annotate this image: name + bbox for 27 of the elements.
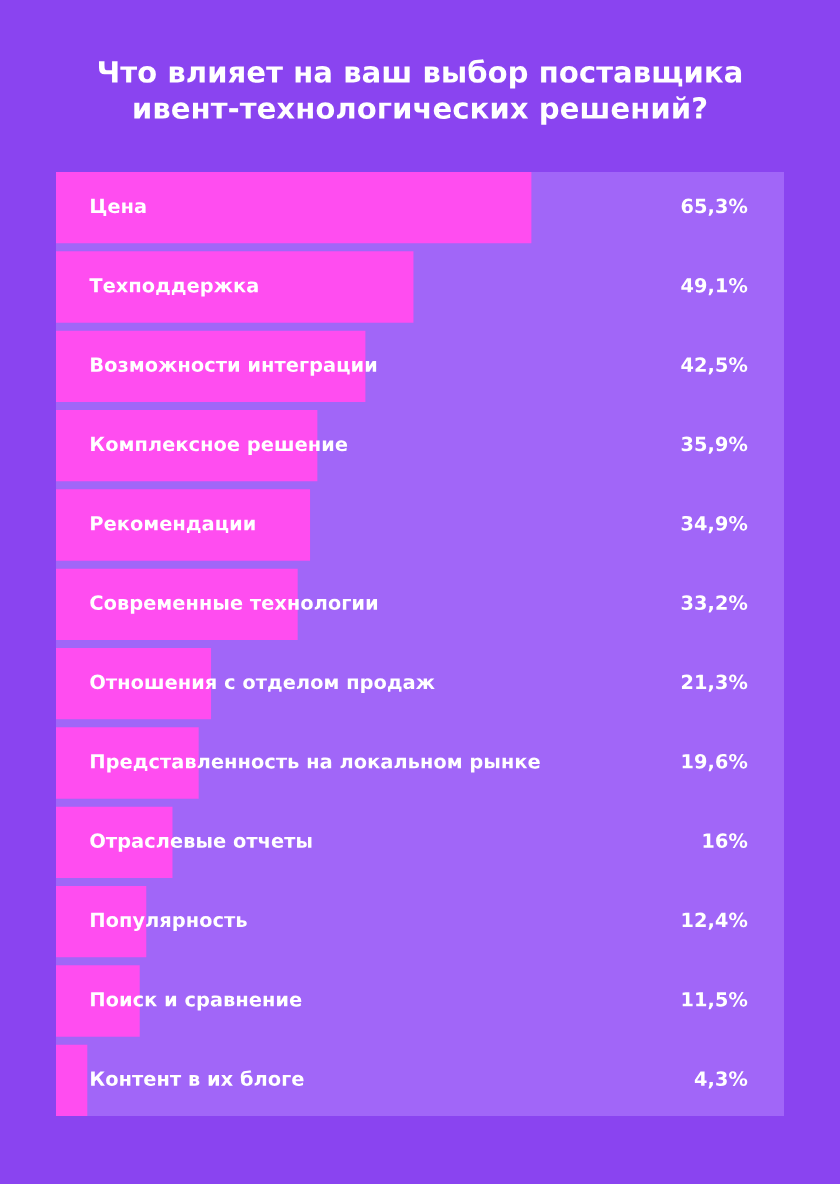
- data-label: 16%: [703, 833, 748, 848]
- chart-title: Что влияет на ваш выбор поставщика ивент-технологических решений?: [99, 59, 742, 125]
- bar: [56, 251, 414, 323]
- y-tick-label: Поиск и сравнение: [91, 992, 302, 1011]
- bar: [56, 1044, 88, 1117]
- bar: [56, 171, 532, 244]
- data-label: 35,9%: [681, 436, 748, 454]
- y-tick-label: Цена: [91, 198, 146, 217]
- data-label: 12,4%: [682, 912, 748, 930]
- y-tick-label: Возможности интеграции: [91, 357, 377, 376]
- data-label: 33,2%: [681, 595, 748, 613]
- data-label: 21,3%: [681, 674, 748, 692]
- data-label: 4,3%: [694, 1071, 748, 1089]
- y-tick-label: Отношения с отделом продаж: [90, 674, 435, 694]
- data-label: 34,9%: [681, 515, 748, 534]
- y-tick-label: Контент в их блоге: [91, 1070, 304, 1086]
- data-label: 49,1%: [681, 277, 748, 296]
- y-tick-label: Техподдержка: [89, 278, 258, 297]
- data-label: 19,6%: [682, 753, 748, 772]
- data-label: 65,3%: [681, 198, 748, 216]
- data-label: 11,5%: [682, 991, 748, 1010]
- y-tick-label: Комплексное решение: [91, 436, 348, 456]
- y-tick-label: Представленность на локальном рынке: [91, 754, 540, 773]
- y-tick-label: Отраслевые отчеты: [90, 833, 312, 852]
- bar: [56, 489, 311, 561]
- y-tick-label: Рекомендации: [91, 516, 255, 534]
- data-label: 42,5%: [681, 357, 748, 375]
